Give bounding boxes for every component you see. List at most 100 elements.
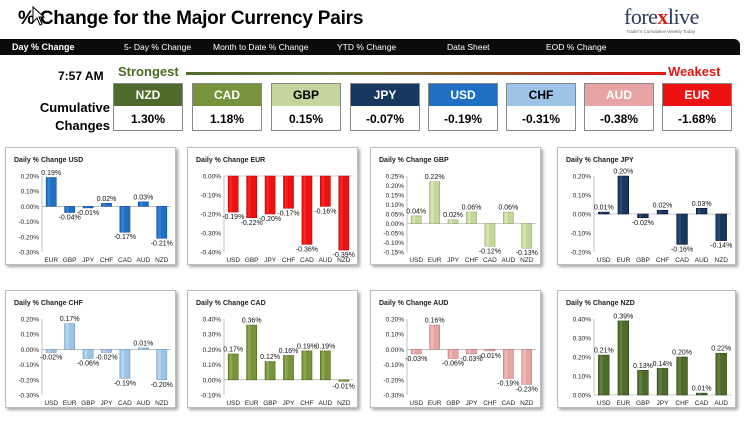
forexlive-logo[interactable]: forexlive Trader's Cumulative Weekly Tod…	[624, 4, 740, 38]
y-tick-label: 0.20%	[21, 317, 40, 324]
y-tick-label: -0.10%	[383, 362, 404, 369]
bar-highlight	[47, 177, 51, 207]
bar-highlight	[600, 212, 603, 214]
chart-title: Daily % Change JPY	[566, 157, 634, 164]
data-label: -0.39%	[333, 252, 355, 259]
bar-nzd	[521, 349, 533, 385]
x-tick-label: GBP	[636, 257, 650, 264]
data-label: -0.22%	[241, 220, 263, 227]
x-tick-label: AUD	[695, 257, 709, 264]
chart-nzd: Daily % Change NZD 0.40% 0.30% 0.20% 0.10% 0.…	[557, 290, 736, 408]
bar-cad	[676, 213, 688, 245]
x-tick-label: AUD	[136, 257, 150, 264]
currency-box-eur: EUR -1.68%	[662, 83, 732, 131]
bar-highlight	[639, 370, 642, 395]
bar-usd	[410, 215, 422, 224]
y-tick-label: 0.20%	[21, 174, 40, 181]
bar-highlight	[600, 355, 603, 395]
y-tick-label: 0.20%	[386, 183, 405, 190]
bar-highlight	[229, 353, 233, 380]
logo-text: forexlive	[624, 4, 699, 29]
x-tick-label: CHF	[675, 400, 688, 407]
x-tick-label: CHF	[483, 400, 496, 407]
bar-highlight	[284, 355, 288, 380]
x-tick-label: NZD	[715, 257, 729, 264]
header: % Change for the Major Currency Pairs fo…	[0, 0, 748, 40]
data-label: 0.01%	[692, 386, 712, 393]
data-label: 0.02%	[97, 196, 117, 203]
bar-highlight	[229, 176, 233, 213]
y-tick-label: 0.00%	[386, 221, 405, 228]
bar-highlight	[678, 357, 681, 395]
bar-cad	[503, 349, 514, 379]
data-label: 0.17%	[60, 316, 80, 323]
x-tick-label: AUD	[501, 257, 515, 264]
bar-eur	[246, 324, 257, 381]
bar-gbp	[264, 361, 276, 381]
currency-change-value: -0.07%	[365, 112, 405, 126]
chart-title: Daily % Change CHF	[14, 300, 84, 307]
y-tick-label: -0.20%	[18, 234, 39, 241]
currency-change-value: 1.30%	[130, 112, 166, 126]
x-tick-label: GBP	[636, 400, 650, 407]
y-tick-label: 0.15%	[386, 193, 405, 200]
bar-gbp	[246, 175, 257, 219]
x-tick-label: USD	[409, 257, 423, 264]
bar-highlight	[321, 350, 325, 380]
x-tick-label: AUD	[318, 257, 332, 264]
x-tick-label: NZD	[155, 400, 169, 407]
bar-nzd	[338, 175, 350, 251]
x-tick-label: GBP	[63, 257, 77, 264]
bar-highlight	[84, 349, 88, 359]
currency-change-value: -0.31%	[521, 112, 561, 126]
chart-svg: Daily % Change AUD0.20%0.10%0.00%-0.10%-…	[379, 300, 538, 407]
tab-month-to-date-change[interactable]: Month to Date % Change	[213, 42, 309, 52]
y-tick-label: 0.40%	[203, 317, 222, 324]
tab-data-sheet[interactable]: Data Sheet	[447, 42, 490, 52]
data-label: 0.19%	[315, 343, 335, 350]
bar-eur	[45, 177, 57, 207]
tab-ytd-change[interactable]: YTD % Change	[337, 42, 397, 52]
bar-usd	[227, 353, 239, 381]
y-tick-label: -0.10%	[18, 219, 39, 226]
data-label: 0.36%	[242, 318, 262, 325]
y-tick-label: 0.05%	[386, 212, 405, 219]
bar-nzd	[338, 379, 350, 382]
currency-box-gbp: GBP 0.15%	[271, 83, 341, 131]
bar-highlight	[66, 206, 69, 213]
data-label: -0.03%	[460, 356, 482, 363]
currency-change-value: 0.15%	[288, 112, 324, 126]
x-tick-label: JPY	[447, 257, 460, 264]
x-tick-label: EUR	[616, 400, 630, 407]
tab-day-change[interactable]: Day % Change	[12, 42, 75, 52]
tab-eod-change[interactable]: EOD % Change	[546, 42, 607, 52]
bar-jpy	[466, 349, 477, 355]
data-label: 0.22%	[711, 346, 731, 353]
bar-highlight	[619, 320, 623, 395]
chart-svg: Daily % Change EUR 0.00% -0.10% -0.20% -0.30…	[196, 157, 355, 264]
currency-name: CHF	[507, 84, 575, 106]
data-label: -0.21%	[151, 240, 173, 247]
y-tick-label: 0.25%	[386, 174, 405, 181]
bar-jpy	[264, 175, 276, 215]
bar-highlight	[47, 349, 51, 353]
strength-gradient-line	[186, 72, 666, 75]
data-label: -0.06%	[442, 361, 464, 368]
chart-title: Daily % Change USD	[14, 157, 83, 164]
chart-cad: Daily % Change CAD 0.40% 0.30% 0.20% 0.10% 0.…	[187, 290, 358, 408]
data-label: 0.06%	[462, 205, 482, 212]
x-tick-label: USD	[44, 400, 58, 407]
bar-usd	[410, 349, 422, 355]
bar-chf	[676, 356, 688, 396]
chart-title: Daily % Change NZD	[566, 300, 635, 307]
currency-name: JPY	[351, 84, 419, 106]
tab-5-day-change[interactable]: 5- Day % Change	[124, 42, 192, 52]
x-tick-label: EUR	[245, 400, 259, 407]
x-tick-label: EUR	[44, 257, 58, 264]
currency-box-aud: AUD -0.38%	[584, 83, 654, 131]
bar-cad	[119, 206, 131, 233]
currency-change-value: -0.38%	[599, 112, 639, 126]
x-tick-label: JPY	[283, 400, 296, 407]
bar-cad	[696, 392, 708, 396]
x-tick-label: USD	[226, 257, 240, 264]
